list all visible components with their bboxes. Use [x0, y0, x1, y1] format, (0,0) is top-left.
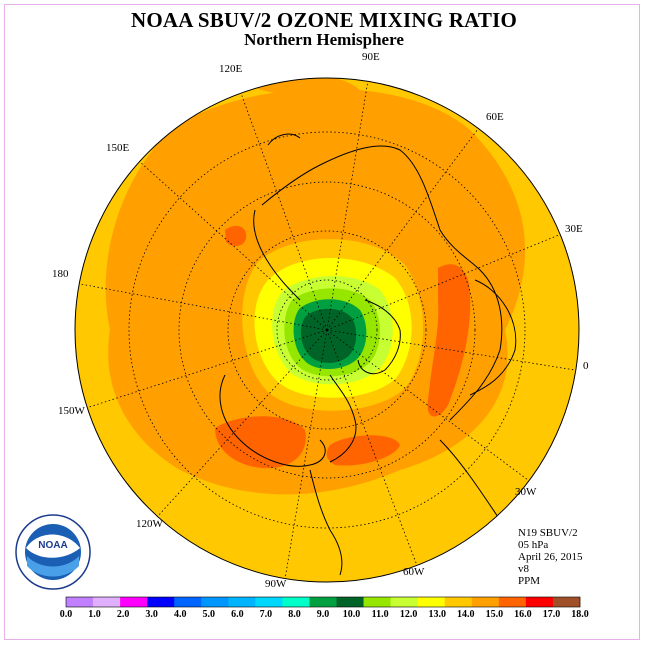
colorbar-tick-label: 12.0: [399, 609, 418, 620]
lon-label-60w: 60W: [403, 566, 425, 578]
field-15-16-gulf: [326, 435, 400, 466]
logo-bird: [26, 534, 80, 558]
meridian-150e: [129, 152, 328, 331]
meridian-90e: [326, 78, 372, 331]
colorbar-border: [65, 596, 581, 608]
lon-label-0: 0: [583, 360, 589, 372]
colorbar-swatch: [471, 597, 500, 607]
lon-label-120w: 120W: [136, 518, 163, 530]
info-level: 05 hPa: [518, 539, 549, 551]
coast-north-america-east: [329, 374, 357, 463]
info-units: PPM: [518, 575, 541, 587]
logo-wave: [27, 556, 79, 577]
coast-eurasia: [261, 145, 503, 421]
colorbar-swatch: [336, 597, 364, 607]
meridian-60e: [326, 112, 491, 331]
colorbar-swatch: [282, 597, 310, 607]
colorbar-tick-label: 17.0: [542, 609, 561, 620]
lat-circle-45: [178, 181, 476, 479]
lon-label-180: 180: [52, 268, 69, 280]
meridian-180: [75, 282, 328, 331]
info-date: April 26, 2015: [518, 551, 583, 563]
lon-label-60e: 60E: [486, 111, 504, 123]
info-instrument: N19 SBUV/2: [518, 527, 578, 539]
info-version: v8: [518, 563, 529, 575]
noaa-logo: NOAA: [15, 514, 91, 590]
colorbar-swatch: [417, 597, 446, 607]
coastlines: [219, 133, 517, 576]
colorbar-tick-label: 0.0: [59, 609, 73, 620]
colorbar-swatch: [255, 597, 283, 607]
colorbar-tick-label: 18.0: [571, 609, 589, 620]
colorbar-swatch: [309, 597, 337, 607]
meridians: [75, 78, 579, 582]
coast-europe: [469, 279, 517, 396]
colorbar-swatch: [174, 597, 202, 607]
field-8-9: [300, 308, 357, 363]
latitude-circles: [128, 131, 526, 529]
coast-north-america: [219, 374, 326, 467]
figure-frame: [4, 4, 640, 640]
colorbar-swatch: [552, 597, 581, 607]
colorbar-tick-label: 13.0: [428, 609, 446, 620]
colorbar-swatch: [390, 597, 418, 607]
colorbar-swatch: [498, 597, 527, 607]
colorbar-tick-label: 16.0: [514, 609, 532, 620]
meridian-30w: [326, 329, 537, 487]
lon-label-30w: 30W: [515, 486, 537, 498]
field-15-16-atlantic: [427, 264, 471, 417]
lat-circle-75: [276, 279, 378, 381]
meridian-60w: [326, 329, 419, 569]
coast-central-america: [309, 469, 343, 576]
map-title: NOAA SBUV/2 OZONE MIXING RATIO: [131, 8, 517, 32]
colorbar-tick-label: 1.0: [88, 609, 101, 620]
colorbar-swatch: [147, 597, 175, 607]
colorbar-swatch: [525, 597, 554, 607]
colorbar: [65, 596, 581, 608]
meridian-90w: [283, 329, 328, 582]
coast-greenland: [357, 299, 401, 375]
ozone-field: [75, 78, 579, 582]
lon-label-120e: 120E: [219, 63, 243, 75]
colorbar-tick-label: 6.0: [231, 609, 244, 620]
field-15-16-asia: [225, 225, 247, 247]
colorbar-tick-label: 10.0: [342, 609, 361, 620]
map-boundary: [74, 77, 580, 583]
lat-circle-60: [227, 230, 427, 430]
colorbar-swatch: [444, 597, 473, 607]
coast-china: [267, 133, 301, 146]
colorbar-tick-label: 14.0: [457, 609, 475, 620]
colorbar-swatch: [201, 597, 229, 607]
map-subtitle: Northern Hemisphere: [244, 30, 404, 49]
product-info: N19 SBUV/2 05 hPa April 26, 2015 v8 PPM: [518, 527, 582, 587]
colorbar-tick-label: 7.0: [259, 609, 273, 620]
coast-africa: [439, 439, 501, 521]
colorbar-tick-label: 8.0: [288, 609, 301, 620]
lon-label-30e: 30E: [565, 223, 583, 235]
colorbar-tick-label: 15.0: [485, 609, 504, 620]
colorbar-tick-label: 4.0: [173, 609, 187, 620]
lon-label-150e: 150E: [106, 142, 130, 154]
colorbar-swatch: [228, 597, 256, 607]
lon-label-90w: 90W: [265, 578, 287, 590]
colorbar-tick-label: 9.0: [316, 609, 330, 620]
colorbar-swatch: [363, 597, 391, 607]
colorbar-tick-label: 3.0: [145, 609, 158, 620]
colorbar-tick-label: 2.0: [116, 609, 130, 620]
colorbar-tick-label: 11.0: [371, 609, 389, 620]
colorbar-swatch: [93, 597, 121, 607]
lat-circle-30: [128, 131, 526, 529]
lon-label-150w: 150W: [58, 405, 85, 417]
meridian-120e: [237, 84, 328, 331]
colorbar-tick-label: 5.0: [202, 609, 216, 620]
meridian-150w: [79, 329, 328, 411]
logo-text: NOAA: [38, 540, 67, 551]
colorbar-swatch: [120, 597, 148, 607]
colorbar-swatch: [66, 597, 94, 607]
coast-asia-east: [253, 209, 301, 301]
field-15-16-north-america: [215, 416, 306, 469]
lon-label-90e: 90E: [362, 51, 380, 63]
meridian-120w: [147, 329, 328, 528]
